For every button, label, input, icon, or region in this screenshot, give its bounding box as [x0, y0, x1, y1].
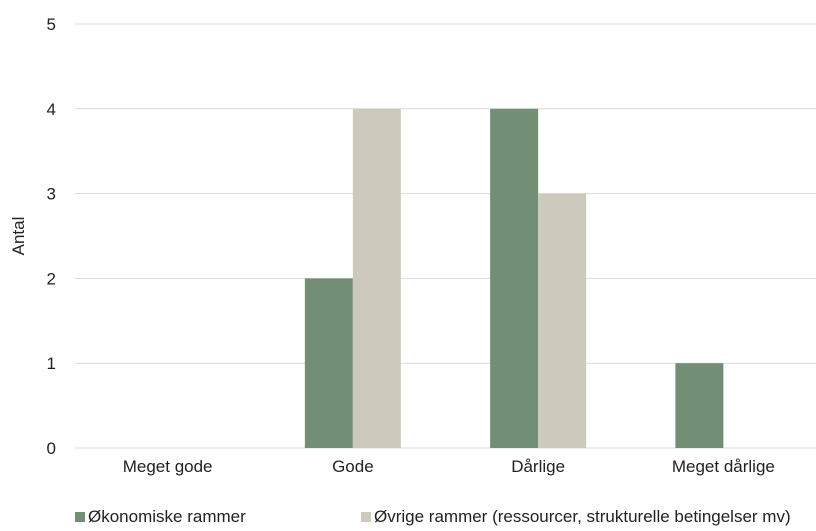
- bar: [304, 278, 353, 448]
- y-tick-label: 1: [47, 354, 56, 373]
- legend-swatch: [361, 512, 371, 522]
- bars: [304, 108, 724, 449]
- y-tick-label: 0: [47, 439, 56, 458]
- legend-label: Øvrige rammer (ressourcer, strukturelle …: [374, 507, 791, 526]
- y-axis-ticks: 0 1 2 3 4 5: [47, 15, 56, 458]
- bar: [352, 108, 401, 449]
- legend-label: Økonomiske rammer: [88, 507, 246, 526]
- x-tick-label: Gode: [332, 457, 374, 476]
- legend-swatch: [75, 512, 85, 522]
- bar: [675, 363, 724, 448]
- bar: [490, 108, 539, 449]
- x-tick-label: Meget gode: [123, 457, 213, 476]
- y-tick-label: 3: [47, 185, 56, 204]
- y-tick-label: 2: [47, 269, 56, 288]
- y-axis-label: Antal: [9, 217, 28, 256]
- legend: Økonomiske rammer Øvrige rammer (ressourc…: [75, 507, 791, 526]
- x-tick-label: Meget dårlige: [672, 457, 775, 476]
- y-tick-label: 4: [47, 100, 56, 119]
- x-tick-label: Dårlige: [511, 457, 565, 476]
- x-axis-ticks: Meget gode Gode Dårlige Meget dårlige: [123, 457, 775, 476]
- bar: [538, 193, 587, 448]
- y-tick-label: 5: [47, 15, 56, 34]
